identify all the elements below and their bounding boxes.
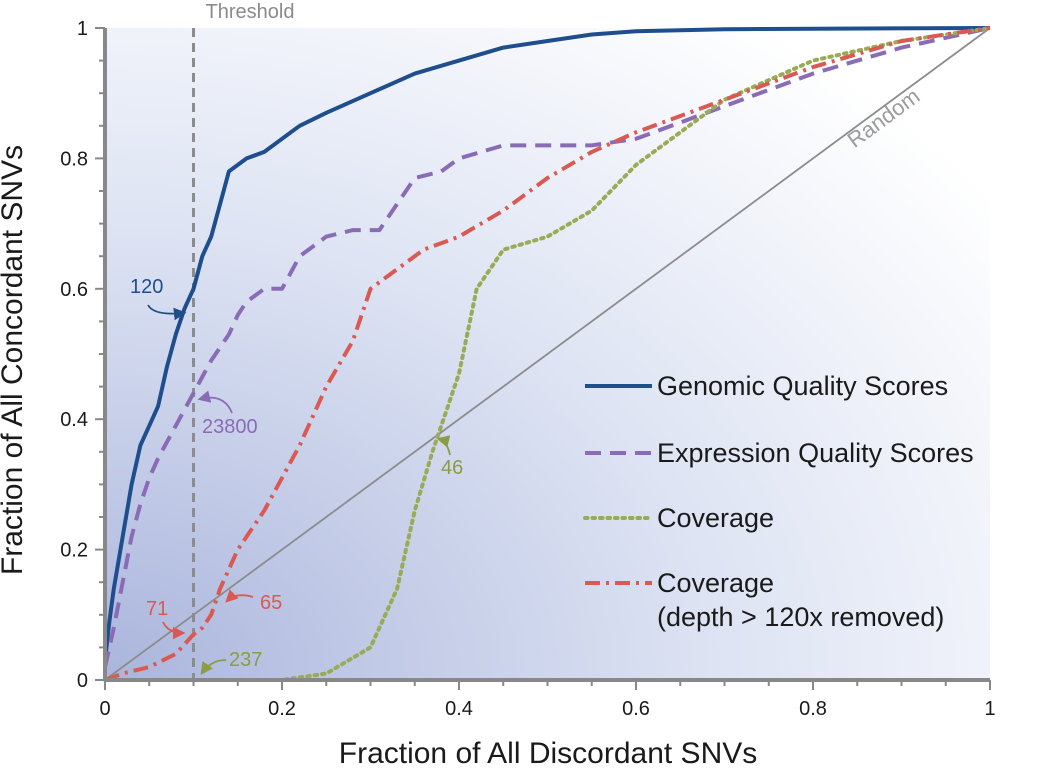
x-tick-label: 0.8 <box>799 698 827 720</box>
y-tick-label: 0.8 <box>60 148 88 170</box>
legend: Genomic Quality Scores Expression Qualit… <box>583 371 974 632</box>
annotation-label-23800: 23800 <box>202 416 258 438</box>
y-tick-label: 0.6 <box>60 279 88 301</box>
legend-label-genomic: Genomic Quality Scores <box>657 371 948 401</box>
legend-label-expression: Expression Quality Scores <box>657 438 974 468</box>
legend-label-line: (depth > 120x removed) <box>657 602 944 632</box>
legend-label-coverage: Coverage <box>657 503 774 533</box>
annotation-label-237: 237 <box>229 649 262 671</box>
y-tick-label: 0.2 <box>60 540 88 562</box>
series-line-0 <box>103 26 991 661</box>
x-axis-title: Fraction of All Discordant SNVs <box>339 737 758 770</box>
x-tick-label: 0.4 <box>445 698 473 720</box>
y-axis: 0 0.2 0.4 0.6 0.8 1 Fraction of All Conc… <box>0 18 107 692</box>
threshold-label: Threshold <box>206 1 295 23</box>
y-tick-label: 1 <box>77 18 88 40</box>
legend-label-line: Coverage <box>657 568 774 598</box>
series-layer <box>103 26 992 682</box>
annotation-arrow-65 <box>225 589 254 603</box>
annotation-arrow-46 <box>436 435 451 456</box>
legend-label-coverage-removed: Coverage (depth > 120x removed) <box>657 568 944 632</box>
random-diagonal-line <box>104 27 991 681</box>
annotation-arrow-23800 <box>197 390 233 414</box>
annotation-label-46: 46 <box>441 457 463 479</box>
annotation-arrow-237 <box>200 659 227 676</box>
series-line-1 <box>103 26 991 668</box>
annotation-arrow-71 <box>162 621 186 640</box>
annotations: 120 23800 46 65 71 237 <box>130 276 463 676</box>
y-tick-label: 0 <box>77 670 88 692</box>
x-axis: 0 0.2 0.4 0.6 0.8 1 Fraction of All Disc… <box>99 678 996 770</box>
annotation-label-120: 120 <box>130 276 163 298</box>
x-tick-label: 0.6 <box>622 698 650 720</box>
annotation-arrow-120 <box>147 304 187 321</box>
y-tick-label: 0.4 <box>60 409 88 431</box>
x-tick-label: 0.2 <box>268 698 296 720</box>
series-line-3 <box>104 26 991 682</box>
y-axis-title: Fraction of All Concordant SNVs <box>0 145 29 575</box>
annotation-label-71: 71 <box>146 598 168 620</box>
x-tick-label: 0 <box>99 698 110 720</box>
x-tick-label: 1 <box>984 698 995 720</box>
annotation-label-65: 65 <box>260 592 282 614</box>
